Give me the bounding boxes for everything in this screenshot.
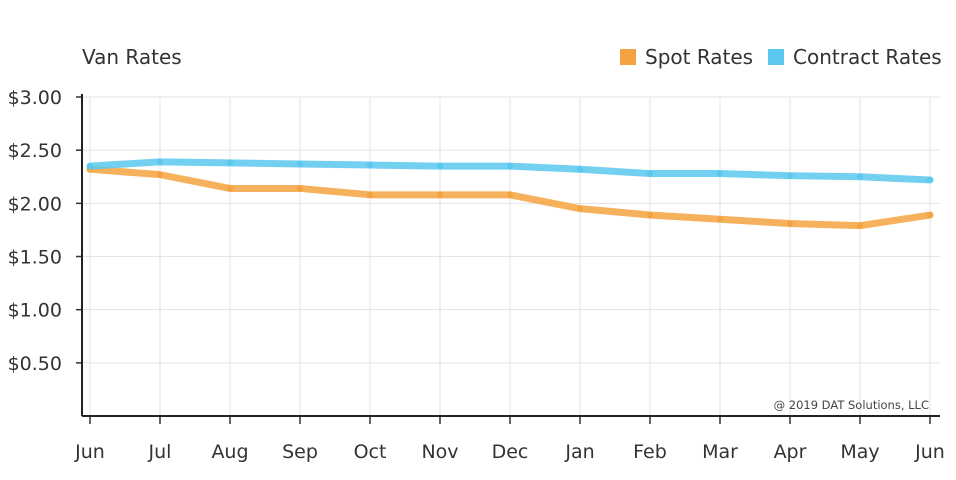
data-point-spot-rates xyxy=(226,185,234,192)
data-point-contract-rates xyxy=(86,162,94,170)
x-tick-label: Oct xyxy=(354,441,387,463)
y-axis: $3.00 $2.50 $2.00 $1.50 $1.00 $0.50 xyxy=(8,87,83,416)
data-point-contract-rates xyxy=(226,159,234,167)
data-point-spot-rates xyxy=(296,185,304,192)
x-tick-label: May xyxy=(840,441,879,463)
data-point-contract-rates xyxy=(436,162,444,170)
data-point-contract-rates xyxy=(716,170,724,177)
legend-swatch-spot-rates xyxy=(620,49,636,65)
x-tick-label: Dec xyxy=(492,441,529,463)
x-tick-label: Nov xyxy=(421,441,458,463)
data-point-contract-rates xyxy=(366,161,374,169)
y-tick-label: $2.50 xyxy=(8,140,62,162)
x-tick-label: Apr xyxy=(774,441,807,463)
y-tick-label: $1.50 xyxy=(8,247,62,269)
x-tick-label: Jun xyxy=(914,441,945,463)
data-point-contract-rates xyxy=(156,158,164,166)
data-point-contract-rates xyxy=(576,166,584,173)
series-layer xyxy=(86,158,934,230)
x-tick-label: Jun xyxy=(74,441,105,463)
legend-label-spot-rates: Spot Rates xyxy=(645,45,753,69)
data-point-contract-rates xyxy=(506,162,514,170)
y-tick-label: $3.00 xyxy=(8,87,62,109)
y-tick-label: $0.50 xyxy=(8,353,62,375)
data-point-spot-rates xyxy=(646,211,654,219)
gridlines xyxy=(82,96,940,416)
x-tick-label: Jan xyxy=(564,441,594,463)
data-point-spot-rates xyxy=(156,171,164,178)
data-point-spot-rates xyxy=(786,220,794,227)
data-point-contract-rates xyxy=(926,176,934,184)
x-axis: Jun Jul Aug Sep Oct Nov Dec Jan Feb Mar Apr May Jun xyxy=(74,415,945,463)
x-tick-label: Feb xyxy=(633,441,667,463)
legend: Spot Rates Contract Rates xyxy=(620,45,942,69)
data-point-spot-rates xyxy=(856,222,864,229)
copyright-credit: @ 2019 DAT Solutions, LLC xyxy=(774,398,929,412)
x-tick-label: Aug xyxy=(211,441,248,463)
data-point-contract-rates xyxy=(856,173,864,180)
x-tick-label: Sep xyxy=(282,441,318,463)
data-point-spot-rates xyxy=(436,191,444,199)
data-point-contract-rates xyxy=(296,160,304,168)
data-point-spot-rates xyxy=(366,191,374,199)
x-tick-label: Mar xyxy=(702,441,738,463)
data-point-spot-rates xyxy=(576,205,584,212)
data-point-spot-rates xyxy=(506,191,514,199)
data-point-contract-rates xyxy=(646,170,654,177)
y-tick-label: $1.00 xyxy=(8,300,62,322)
y-tick-label: $2.00 xyxy=(8,193,62,215)
legend-label-contract-rates: Contract Rates xyxy=(793,45,942,69)
data-point-contract-rates xyxy=(786,172,794,179)
x-tick-label: Jul xyxy=(148,441,172,463)
legend-swatch-contract-rates xyxy=(768,49,784,65)
data-point-spot-rates xyxy=(716,216,724,223)
chart-title: Van Rates xyxy=(82,45,182,69)
data-point-spot-rates xyxy=(926,211,934,219)
